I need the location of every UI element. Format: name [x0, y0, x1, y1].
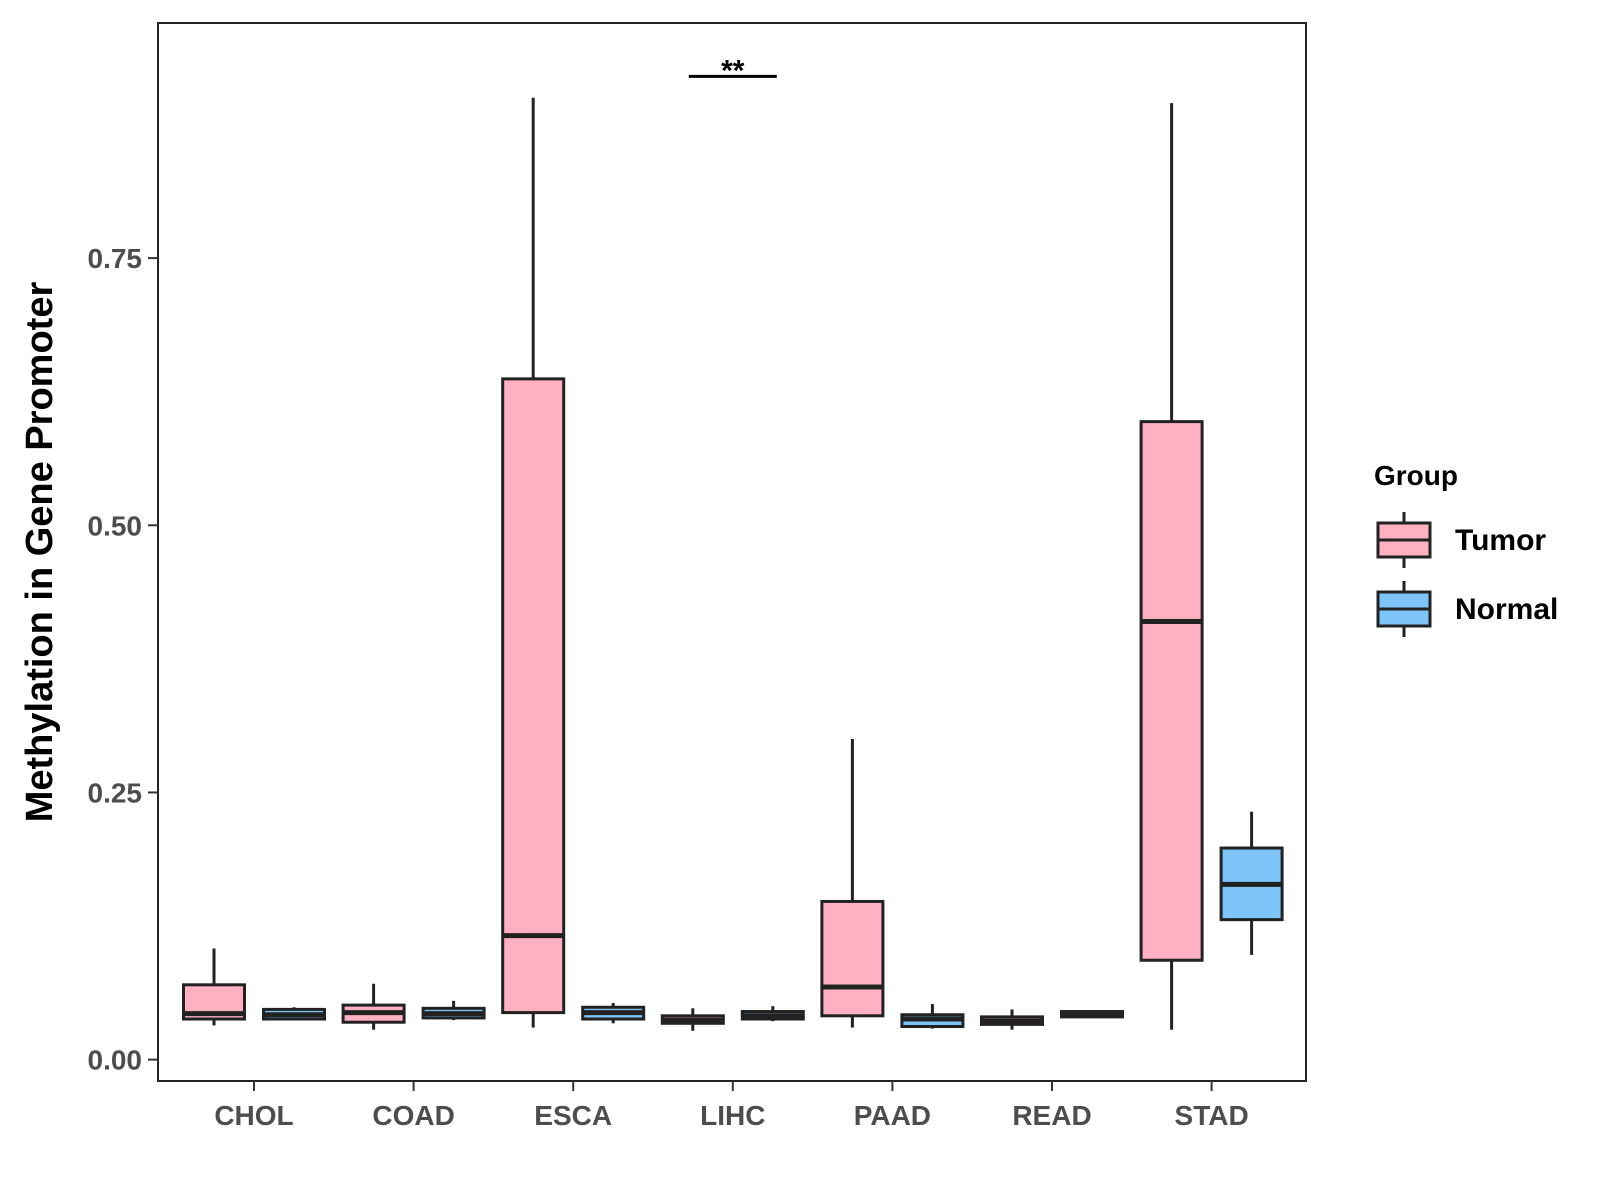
y-axis-title: Methylation in Gene Promoter [19, 282, 61, 823]
y-tick-label: 0.25 [88, 777, 143, 808]
box-tumor-coad [341, 983, 406, 1030]
legend-label-tumor: Tumor [1455, 524, 1546, 557]
x-tick-label: CHOL [214, 1100, 293, 1131]
significance-annotations: ** [688, 54, 777, 87]
x-tick-label: PAAD [854, 1100, 931, 1131]
box-tumor-stad [1139, 103, 1204, 1030]
box-normal-lihc [740, 1006, 805, 1022]
legend-key-normal [1376, 581, 1432, 637]
y-tick-label: 0.75 [88, 243, 143, 274]
box-tumor-paad [820, 739, 885, 1028]
box-normal-chol [262, 1007, 326, 1021]
box-normal-paad [900, 1004, 965, 1029]
box-tumor-read [980, 1009, 1044, 1030]
panel-border [157, 22, 1307, 1082]
legend-label-normal: Normal [1455, 593, 1558, 626]
x-tick-label: READ [1012, 1100, 1091, 1131]
x-tick-label: ESCA [534, 1100, 612, 1131]
box-iqr [501, 377, 566, 1015]
box-series [182, 97, 1284, 1031]
y-axis: 0.00 0.25 0.50 0.75 [88, 243, 158, 1076]
x-tick-label: STAD [1175, 1100, 1249, 1131]
box-iqr [1139, 420, 1204, 962]
box-iqr [820, 899, 885, 1018]
box-tumor-chol [182, 948, 246, 1026]
y-tick-label: 0.50 [88, 510, 143, 541]
box-normal-read [1060, 1010, 1124, 1019]
x-tick-label: LIHC [700, 1100, 765, 1131]
x-tick-label: COAD [372, 1100, 454, 1131]
box-normal-stad [1219, 811, 1284, 955]
legend-key-tumor [1376, 512, 1432, 568]
box-normal-coad [421, 1000, 486, 1021]
legend: Group Tumor Normal [1374, 460, 1558, 637]
box-normal-esca [581, 1002, 646, 1024]
legend-title: Group [1374, 460, 1458, 491]
x-axis: CHOL COAD ESCA LIHC PAAD READ STAD [214, 1081, 1249, 1131]
significance-label: ** [721, 54, 745, 87]
box-tumor-lihc [660, 1008, 725, 1031]
y-tick-label: 0.00 [88, 1045, 143, 1076]
box-tumor-esca [501, 97, 566, 1028]
